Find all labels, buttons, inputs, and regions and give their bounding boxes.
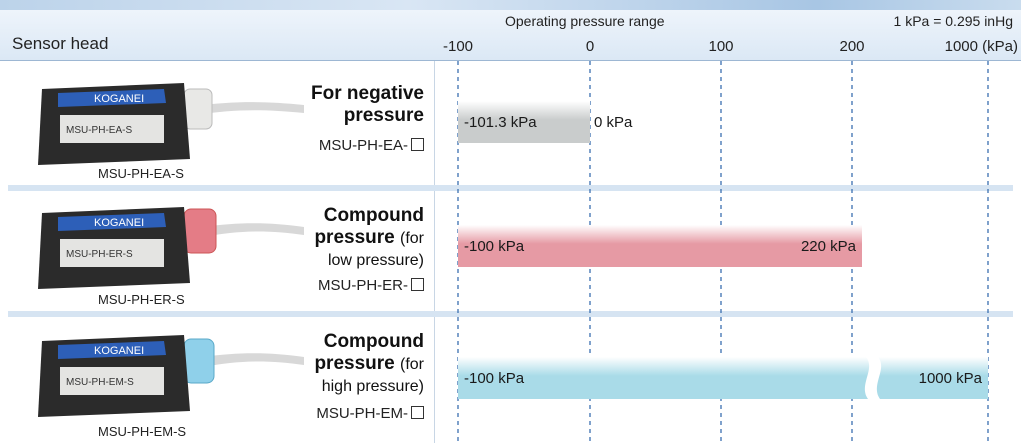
model-text: MSU-PH-EA- <box>318 137 408 154</box>
sensor-info: KOGANEI MSU-PH-EA-S MSU-PH-EA-S For nega… <box>8 61 435 185</box>
svg-text:MSU-PH-EA-S: MSU-PH-EA-S <box>66 125 132 136</box>
x-tick-label: 100 <box>708 38 734 55</box>
sensor-title: Compound pressure (for high pressure) <box>314 331 424 398</box>
model-number: MSU-PH-EA- <box>319 137 424 154</box>
title-line: pressure <box>314 227 395 248</box>
svg-text:MSU-PH-EM-S: MSU-PH-EM-S <box>66 377 134 388</box>
range-title: Operating pressure range <box>505 13 665 29</box>
title-line: pressure <box>343 105 424 126</box>
row-separator <box>8 185 1013 191</box>
sensor-caption: MSU-PH-ER-S <box>98 292 185 307</box>
placeholder-box <box>411 406 424 419</box>
x-tick-label: 0 <box>585 38 595 55</box>
top-band <box>0 0 1021 10</box>
model-text: MSU-PH-ER- <box>318 277 408 294</box>
model-number: MSU-PH-ER- <box>318 277 424 294</box>
sensor-title: Compound pressure (for low pressure) <box>314 205 424 272</box>
table-header: Sensor head Operating pressure range 1 k… <box>0 10 1021 61</box>
sensor-head-header: Sensor head <box>12 34 109 53</box>
title-line: pressure <box>314 353 395 374</box>
range-bar <box>458 101 590 143</box>
range-bars: -101.3 kPa 0 kPa -100 kPa 220 kPa -100 kPa 10… <box>458 101 988 399</box>
bar-end-label: 1000 kPa <box>919 370 983 387</box>
model-number: MSU-PH-EM- <box>316 405 424 422</box>
bar-start-label: -100 kPa <box>464 238 525 255</box>
subtitle-part: (for <box>400 356 424 373</box>
bar-start-label: -101.3 kPa <box>464 114 537 131</box>
subtitle-part: high pressure) <box>321 378 424 395</box>
row-separator <box>8 311 1013 317</box>
model-text: MSU-PH-EM- <box>316 405 408 422</box>
logo: KOGANEI <box>94 345 144 357</box>
subtitle-part: (for <box>400 230 424 247</box>
sensor-row-er: KOGANEI MSU-PH-ER-S MSU-PH-ER-S Compound… <box>8 191 1013 311</box>
logo: KOGANEI <box>94 217 144 229</box>
svg-text:MSU-PH-ER-S: MSU-PH-ER-S <box>66 249 133 260</box>
bar-end-label: 0 kPa <box>594 114 633 131</box>
title-line: Compound <box>323 205 424 226</box>
sensor-photo-er: KOGANEI MSU-PH-ER-S <box>38 207 304 289</box>
sensor-caption: MSU-PH-EA-S <box>98 166 184 181</box>
x-tick-label: -100 <box>442 38 474 55</box>
x-tick-label: 1000 (kPa) <box>944 38 1018 55</box>
sensor-info: KOGANEI MSU-PH-ER-S MSU-PH-ER-S Compound… <box>8 191 435 311</box>
range-bar <box>876 357 988 399</box>
bar-end-label: 220 kPa <box>801 238 857 255</box>
sensor-title: For negative pressure <box>311 83 424 127</box>
sensor-info: KOGANEI MSU-PH-EM-S MSU-PH-EM-S Compound… <box>8 317 435 443</box>
title-line: For negative <box>311 83 424 104</box>
range-bar <box>458 225 862 267</box>
unit-conversion: 1 kPa = 0.295 inHg <box>893 13 1013 29</box>
bar-start-label: -100 kPa <box>464 370 525 387</box>
title-line: Compound <box>323 331 424 352</box>
placeholder-box <box>411 138 424 151</box>
sensor-photo-ea: KOGANEI MSU-PH-EA-S <box>38 83 304 165</box>
sensor-caption: MSU-PH-EM-S <box>98 424 187 439</box>
placeholder-box <box>411 278 424 291</box>
range-bar <box>458 357 870 399</box>
x-tick-label: 200 <box>839 38 865 55</box>
logo: KOGANEI <box>94 93 144 105</box>
subtitle-part: low pressure) <box>327 252 424 269</box>
sensor-photo-em: KOGANEI MSU-PH-EM-S <box>38 335 304 417</box>
